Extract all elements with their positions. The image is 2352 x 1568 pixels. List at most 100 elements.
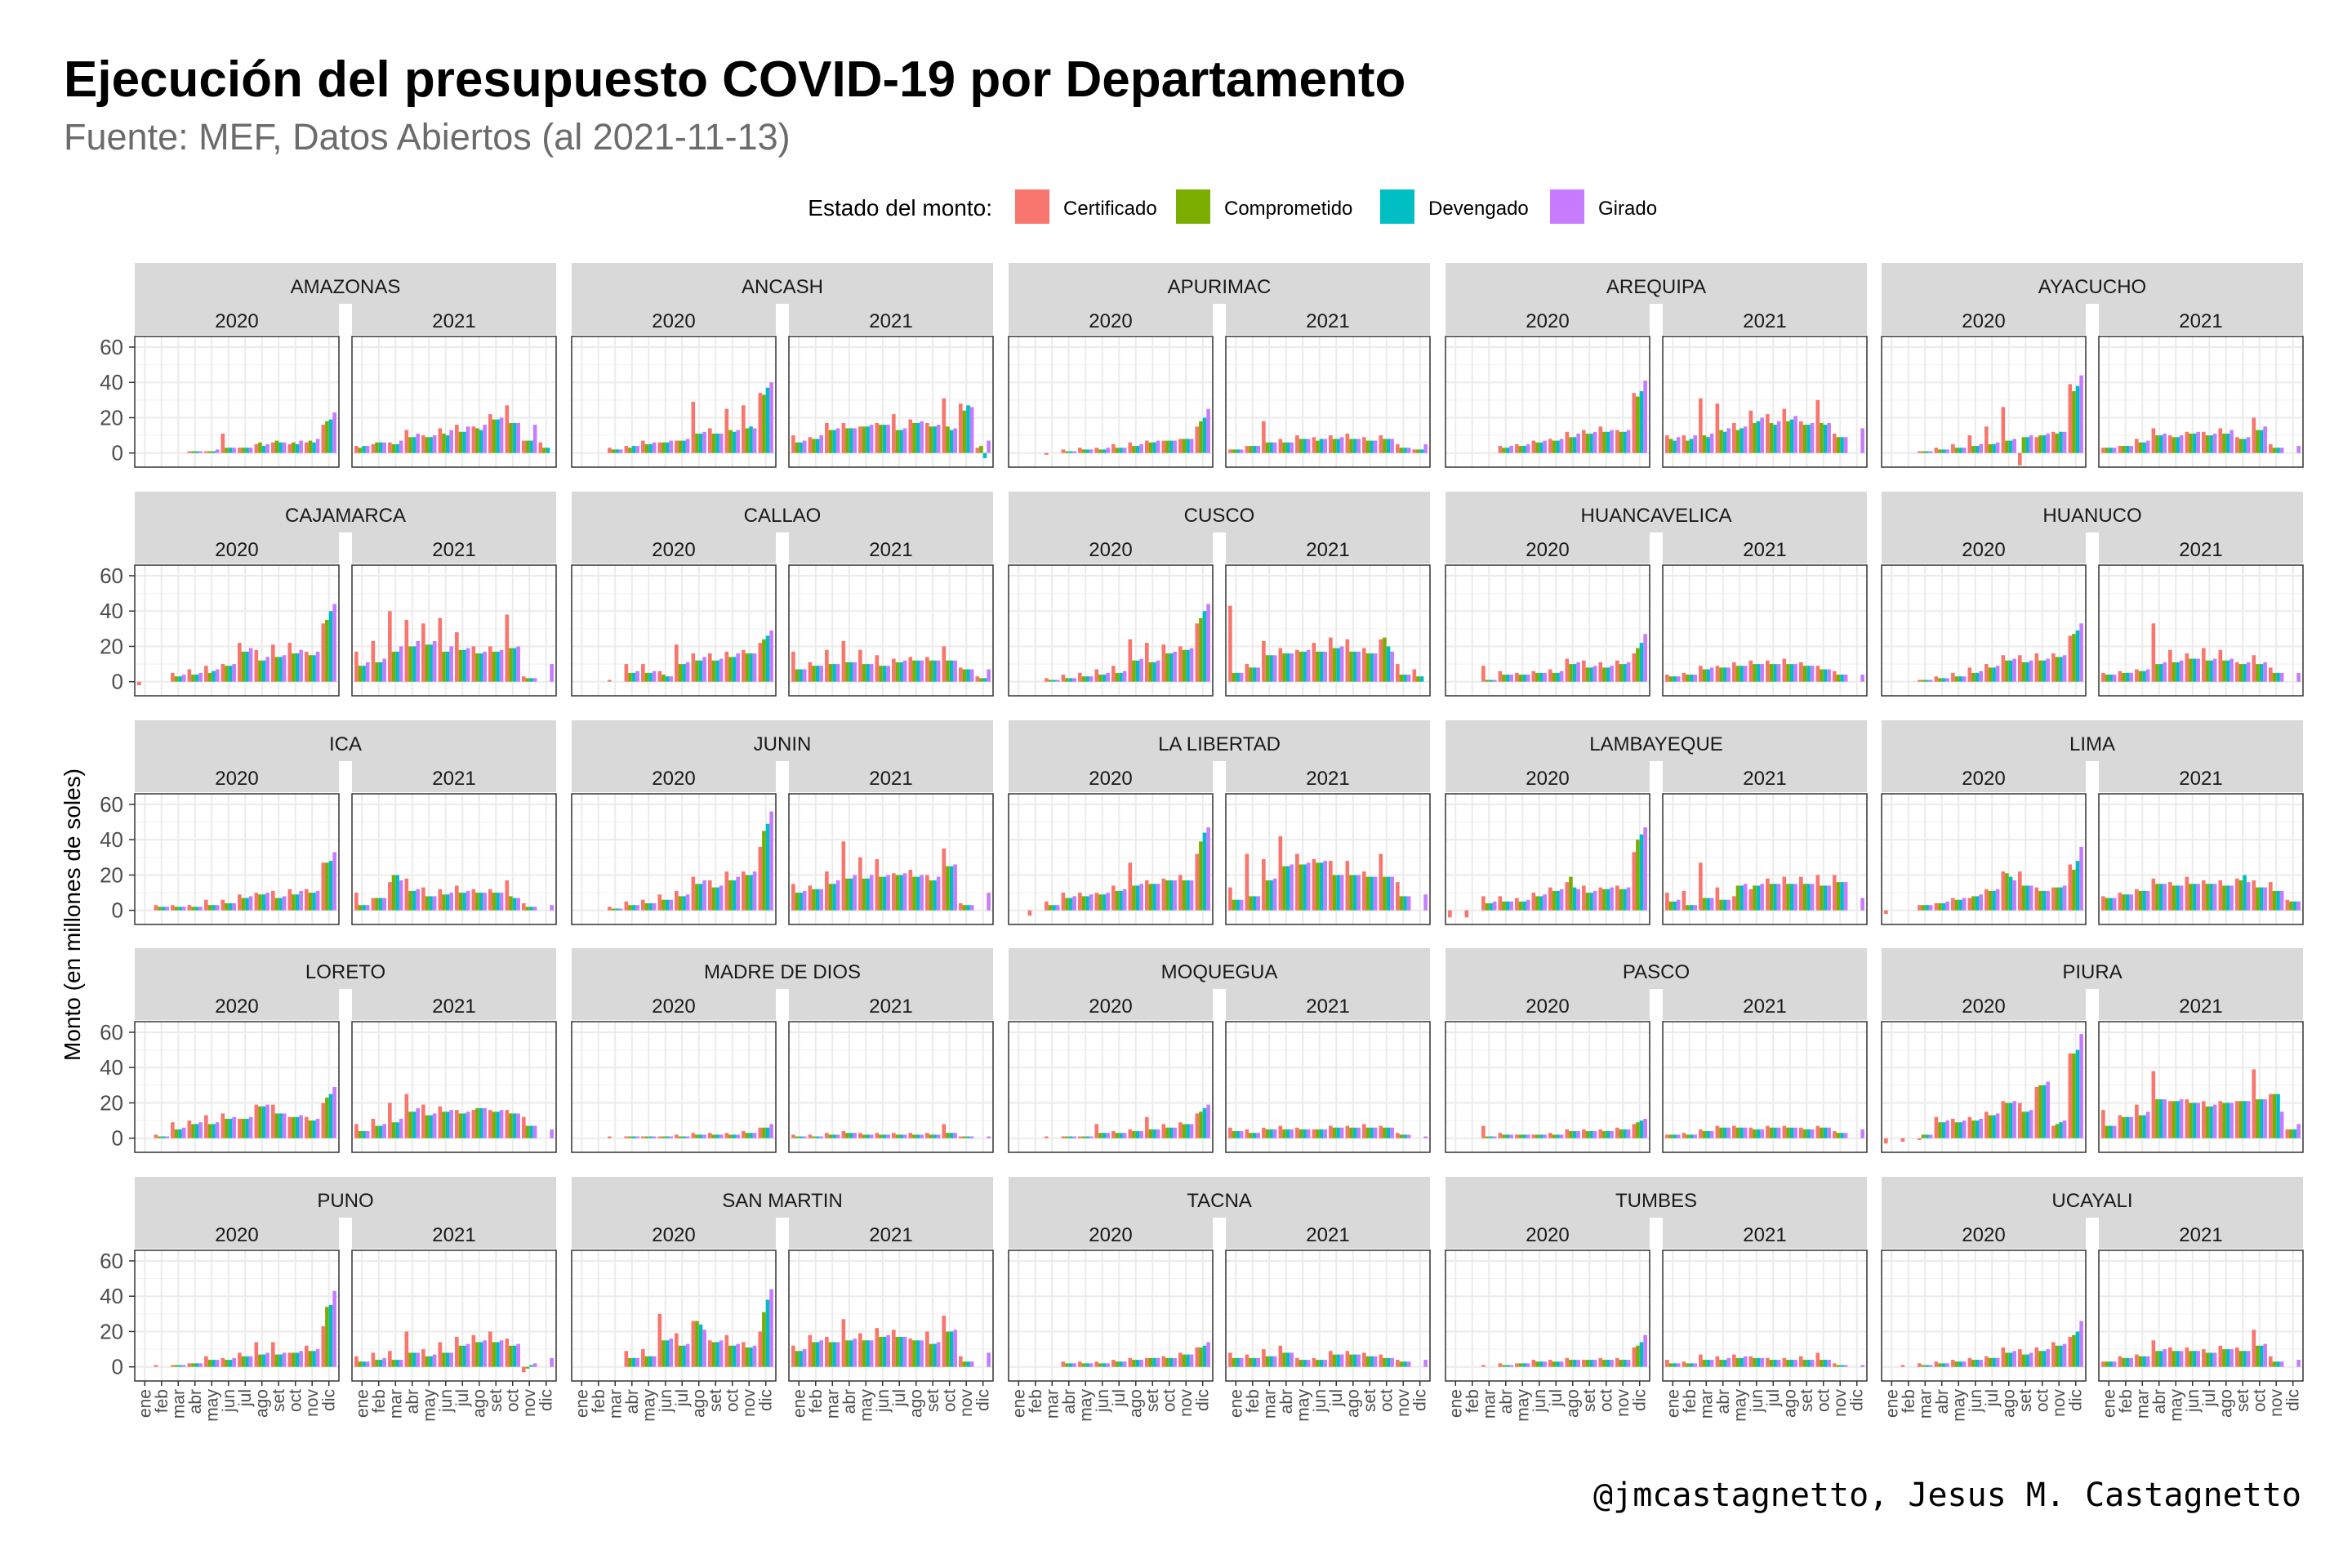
bar-girado [1272, 655, 1277, 682]
x-tick-label: set [1361, 1389, 1379, 1412]
bar-comprometido [1115, 1361, 1120, 1367]
bar-certificado [304, 651, 309, 682]
bar-certificado [304, 1345, 309, 1367]
bar-certificado [1582, 430, 1586, 453]
bar-devengado [698, 1324, 703, 1367]
bar-devengado [1589, 893, 1593, 911]
bar-comprometido [1115, 1133, 1120, 1138]
bar-devengado [815, 1342, 820, 1367]
bar-certificado [2268, 1094, 2273, 1138]
bar-comprometido [442, 1111, 446, 1138]
bar-certificado [204, 1356, 208, 1367]
x-tick-label: ago [470, 1389, 489, 1418]
bar-girado [1760, 1357, 1764, 1367]
bar-girado [2145, 669, 2150, 682]
bar-certificado [2218, 880, 2223, 911]
bar-devengado [2243, 439, 2247, 453]
bar-comprometido [2072, 391, 2076, 453]
bar-certificado [1782, 1357, 1787, 1367]
bar-certificado [1951, 1360, 1955, 1367]
bar-girado [2246, 662, 2251, 682]
bar-comprometido [408, 646, 412, 682]
bar-girado [618, 449, 623, 453]
bar-certificado [1178, 439, 1183, 453]
bar-devengado [1152, 662, 1156, 682]
bar-devengado [2125, 672, 2130, 682]
bar-certificado [2135, 1104, 2139, 1138]
bar-devengado [2142, 670, 2146, 682]
bar-comprometido [1954, 448, 1959, 453]
bar-comprometido [728, 880, 733, 911]
bar-comprometido [1232, 449, 1236, 453]
bar-devengado [1102, 675, 1107, 682]
bar-devengado [1319, 1360, 1324, 1367]
year-label-2020: 2020 [652, 539, 695, 561]
bar-certificado [1295, 649, 1299, 682]
bar-comprometido [525, 906, 530, 911]
bar-devengado [648, 443, 653, 453]
strip-gap [1213, 989, 1226, 1020]
bar-comprometido [425, 896, 430, 911]
bar-certificado [2252, 1330, 2256, 1367]
bar-girado [1356, 875, 1361, 911]
bar-certificado [421, 887, 425, 911]
bar-certificado [271, 1104, 275, 1138]
bar-comprometido [1232, 672, 1236, 682]
panel-border [2098, 1021, 2304, 1153]
bar-girado [1272, 878, 1277, 911]
bar-comprometido [191, 1363, 195, 1367]
bar-certificado [2151, 1340, 2156, 1367]
bar-certificado [858, 1333, 862, 1367]
bar-girado [652, 442, 657, 453]
bar-girado [2279, 448, 2284, 453]
bar-certificado [1799, 421, 1803, 453]
bar-comprometido [425, 437, 430, 453]
bar-devengado [1352, 439, 1357, 453]
x-tick-label: oct [1378, 1389, 1396, 1412]
bar-girado [886, 1134, 890, 1138]
x-tick-label: nov [2267, 1389, 2286, 1417]
bar-comprometido [1502, 675, 1506, 682]
bar-certificado [875, 655, 880, 682]
bar-certificado [1295, 1127, 1299, 1138]
bar-devengado [866, 1340, 870, 1367]
bar-comprometido [1535, 1361, 1539, 1367]
bar-comprometido [1316, 440, 1320, 453]
bar-devengado [412, 437, 416, 453]
bar-comprometido [1485, 679, 1490, 682]
bar-girado [1928, 1365, 1933, 1367]
bar-devengado [496, 1111, 500, 1138]
bar-devengado [949, 1133, 954, 1138]
bar-girado [1256, 667, 1261, 682]
bar-devengado [933, 660, 937, 682]
bar-comprometido [912, 660, 916, 682]
bar-comprometido [895, 662, 900, 682]
bar-certificado [1329, 1351, 1333, 1367]
bar-devengado [1085, 449, 1089, 453]
bar-certificado [724, 1334, 729, 1367]
bar-certificado [1061, 1136, 1066, 1138]
bar-girado [2012, 658, 2016, 682]
bar-certificado [404, 1094, 409, 1138]
bar-comprometido [1148, 442, 1153, 453]
bar-comprometido [2222, 1102, 2226, 1138]
bar-comprometido [274, 1113, 279, 1138]
bar-girado [1643, 381, 1647, 453]
bar-certificado [1799, 1356, 1803, 1367]
bar-girado [1156, 884, 1160, 911]
bar-certificado [1548, 439, 1552, 453]
bar-girado [1693, 1134, 1698, 1138]
year-label-2021: 2021 [2179, 539, 2222, 561]
bar-certificado [1615, 1127, 1619, 1138]
bar-girado [2012, 880, 2016, 911]
bar-girado [1726, 899, 1731, 911]
x-tick-label: oct [287, 1389, 305, 1412]
bar-certificado [1295, 1357, 1299, 1367]
bar-comprometido [2205, 1106, 2210, 1138]
bar-girado [2179, 1351, 2184, 1367]
bar-girado [1643, 634, 1647, 682]
bar-comprometido [1802, 666, 1807, 682]
x-tick-label: set [270, 1389, 288, 1412]
